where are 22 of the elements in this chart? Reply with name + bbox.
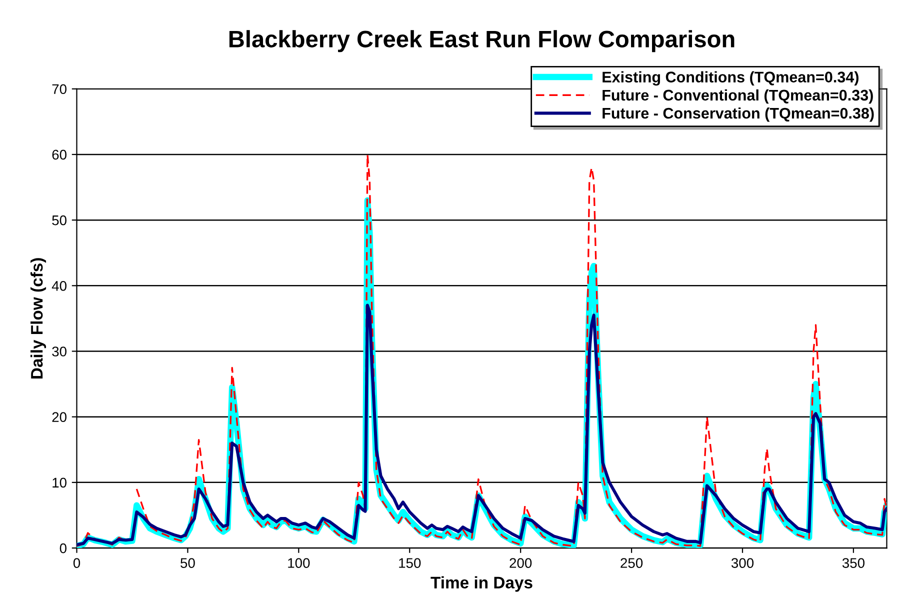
x-tick-label: 0 (73, 558, 80, 568)
x-tick-label: 200 (510, 558, 532, 568)
y-tick-label: 60 (52, 150, 66, 160)
y-tick-label: 50 (52, 215, 66, 226)
x-tick-label: 350 (842, 558, 865, 568)
legend-label: Future - Conservation (TQmean=0.38) (602, 107, 874, 122)
x-tick-label: 150 (399, 558, 421, 568)
y-tick-label: 10 (52, 478, 66, 488)
x-tick-label: 300 (731, 558, 754, 568)
y-axis-title: Daily Flow (cfs) (30, 258, 46, 378)
chart-title: Blackberry Creek East Run Flow Comparison (229, 30, 734, 52)
y-tick-label: 20 (52, 412, 66, 422)
y-tick-label: 0 (60, 543, 66, 554)
legend-label: Existing Conditions (TQmean=0.34) (602, 71, 858, 86)
x-axis-title: Time in Days (430, 576, 532, 592)
x-tick-label: 250 (620, 558, 643, 568)
x-tick-label: 100 (288, 558, 310, 568)
y-tick-label: 70 (52, 84, 66, 94)
legend-label: Future - Conventional (TQmean=0.33) (602, 89, 873, 104)
y-tick-label: 40 (52, 280, 66, 291)
y-tick-label: 30 (52, 346, 66, 356)
x-tick-label: 50 (180, 558, 195, 568)
